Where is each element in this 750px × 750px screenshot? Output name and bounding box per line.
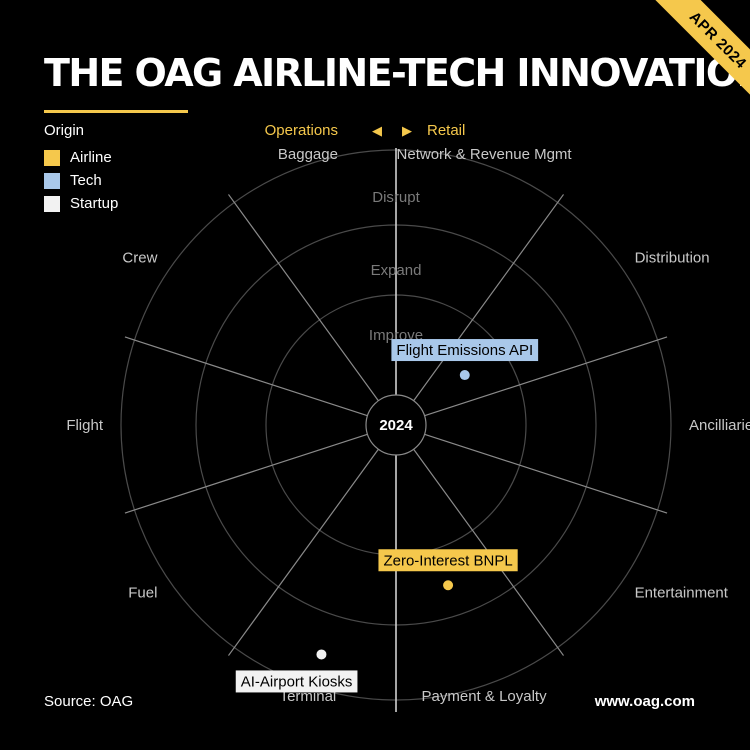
legend-item-airline: Airline	[44, 146, 118, 169]
legend-title: Origin	[44, 122, 85, 139]
item-label-zero-interest-bnpl: Zero-Interest BNPL	[383, 552, 512, 569]
ring-label-disrupt: Disrupt	[372, 189, 420, 206]
item-label-box-ai-airport-kiosks	[235, 670, 358, 693]
page-title: THE OAG AIRLINE-TECH INNOVATION RADAR	[44, 51, 750, 95]
ring-label-expand: Expand	[371, 262, 422, 279]
sector-label-baggage: Baggage	[278, 146, 338, 163]
legend-swatch-airline	[44, 149, 60, 166]
sector-label-distribution: Distribution	[635, 249, 710, 266]
sector-label-flight: Flight	[66, 417, 104, 434]
item-label-flight-emissions-api: Flight Emissions API	[396, 342, 533, 359]
sector-divider-1	[413, 194, 565, 402]
legend: Origin Airline Tech Startup	[44, 122, 118, 215]
center-hub	[365, 394, 427, 456]
sector-label-entertainment: Entertainment	[635, 585, 729, 602]
sector-divider-6	[124, 433, 368, 514]
legend-item-startup: Startup	[44, 192, 118, 215]
item-label-box-flight-emissions-api	[391, 339, 539, 362]
website-url: www.oag.com	[594, 693, 695, 710]
sector-divider-5	[227, 448, 379, 656]
legend-swatch-startup	[44, 195, 60, 212]
sector-divider-8	[227, 194, 379, 402]
item-dot-ai-airport-kiosks	[316, 649, 327, 660]
item-label-box-zero-interest-bnpl	[378, 549, 518, 572]
center-year-label: 2024	[379, 417, 413, 434]
sector-label-fuel: Fuel	[128, 585, 157, 602]
arrow-right-icon: ▶	[402, 123, 412, 138]
legend-label-startup: Startup	[70, 195, 119, 212]
sector-label-network-revenue-mgmt: Network & Revenue Mgmt	[397, 146, 573, 163]
legend-item-tech: Tech	[44, 169, 118, 192]
sector-label-crew: Crew	[122, 249, 157, 266]
item-dot-zero-interest-bnpl	[443, 580, 454, 591]
direction-label-retail: Retail	[427, 122, 466, 139]
item-label-ai-airport-kiosks: AI-Airport Kiosks	[241, 673, 353, 690]
legend-swatch-tech	[44, 172, 60, 189]
title-underline	[44, 110, 188, 113]
direction-label-operations: Operations	[264, 122, 338, 139]
legend-label-airline: Airline	[70, 149, 112, 166]
source-note: Source: OAG	[44, 693, 134, 710]
arrow-left-icon: ◀	[372, 123, 382, 138]
item-dot-flight-emissions-api	[459, 370, 470, 381]
legend-label-tech: Tech	[70, 172, 102, 189]
sector-label-ancilliaries: Ancilliaries	[689, 417, 750, 434]
sector-divider-3	[424, 433, 668, 514]
sector-divider-7	[124, 336, 368, 417]
sector-label-payment-loyalty: Payment & Loyalty	[422, 688, 548, 705]
sector-divider-2	[424, 336, 668, 417]
